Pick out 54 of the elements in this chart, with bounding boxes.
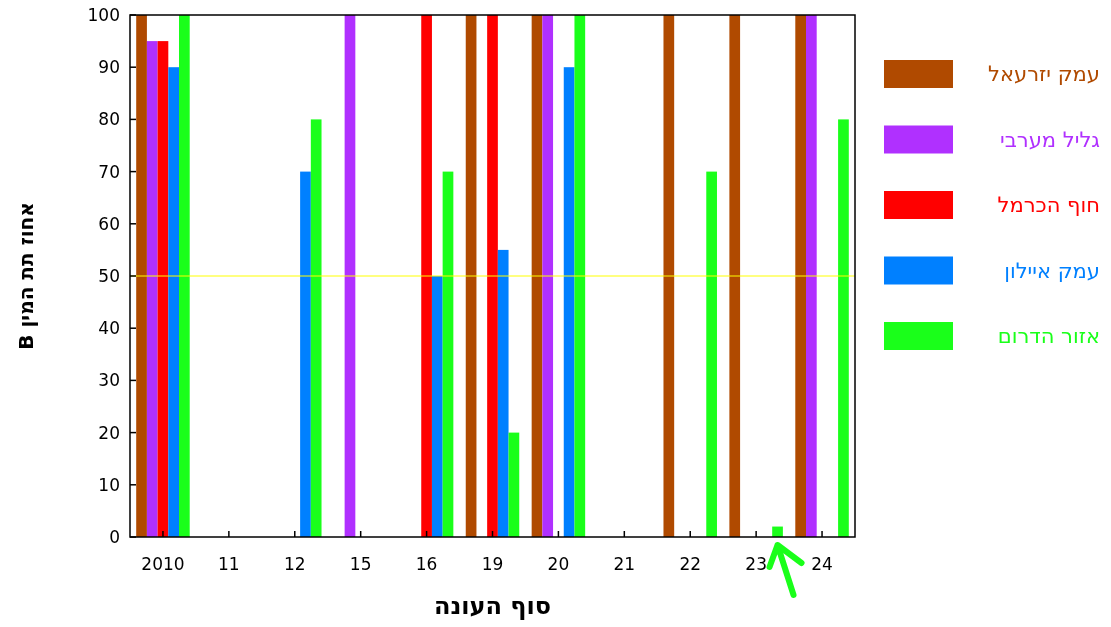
bar	[487, 15, 498, 537]
y-tick-label: 80	[98, 109, 120, 130]
y-tick-label: 20	[98, 422, 120, 443]
x-tick-label: 21	[613, 554, 636, 574]
y-tick-label: 60	[98, 213, 120, 234]
x-tick-label: 2010	[141, 554, 185, 574]
bar	[563, 67, 575, 537]
bar	[729, 15, 741, 537]
y-tick-label: 10	[98, 474, 120, 495]
bar	[431, 276, 443, 537]
y-tick-label: 90	[98, 57, 120, 78]
y-tick-label: 70	[98, 161, 120, 182]
bar	[344, 15, 356, 537]
legend-label: גליל מערבי	[1000, 127, 1101, 152]
legend-label: אזור הדרום	[997, 324, 1100, 348]
y-axis-title: אחוז תת המין B	[14, 202, 38, 350]
y-tick-label: 100	[87, 5, 120, 25]
bar	[508, 432, 520, 537]
bar	[574, 15, 586, 537]
x-tick-label: 12	[283, 554, 306, 574]
legend-label: חוף הכרמל	[997, 193, 1100, 217]
bar	[806, 15, 817, 537]
legend-label: עמק יזרעאל	[988, 62, 1100, 86]
x-tick-label: 11	[218, 554, 240, 574]
bar	[542, 15, 554, 537]
bar	[663, 15, 675, 537]
x-tick-label: 16	[415, 554, 438, 574]
y-tick-label: 50	[98, 266, 120, 286]
bar	[442, 171, 454, 537]
bar	[838, 119, 849, 537]
y-tick-label: 40	[98, 318, 120, 339]
bar	[497, 249, 509, 537]
bar	[168, 67, 180, 537]
bar	[465, 15, 477, 537]
y-tick-label: 30	[98, 370, 120, 391]
bar	[157, 41, 169, 537]
bar	[795, 15, 806, 537]
bar	[421, 15, 432, 537]
bar	[706, 171, 717, 537]
bar	[146, 41, 158, 537]
x-tick-label: 22	[679, 554, 702, 574]
bar	[531, 15, 543, 537]
bar	[179, 15, 190, 537]
bar	[136, 15, 147, 537]
x-tick-label: 23	[745, 554, 767, 574]
x-tick-label: 19	[481, 554, 504, 574]
y-tick-label: 0	[109, 527, 120, 547]
bar	[310, 119, 322, 537]
x-tick-label: 24	[811, 554, 833, 574]
x-axis-title: סוף העונה	[433, 592, 552, 620]
x-tick-label: 20	[547, 554, 570, 574]
bar	[300, 171, 311, 537]
text: עמק איילון	[1004, 258, 1100, 283]
x-tick-label: 15	[349, 554, 372, 574]
